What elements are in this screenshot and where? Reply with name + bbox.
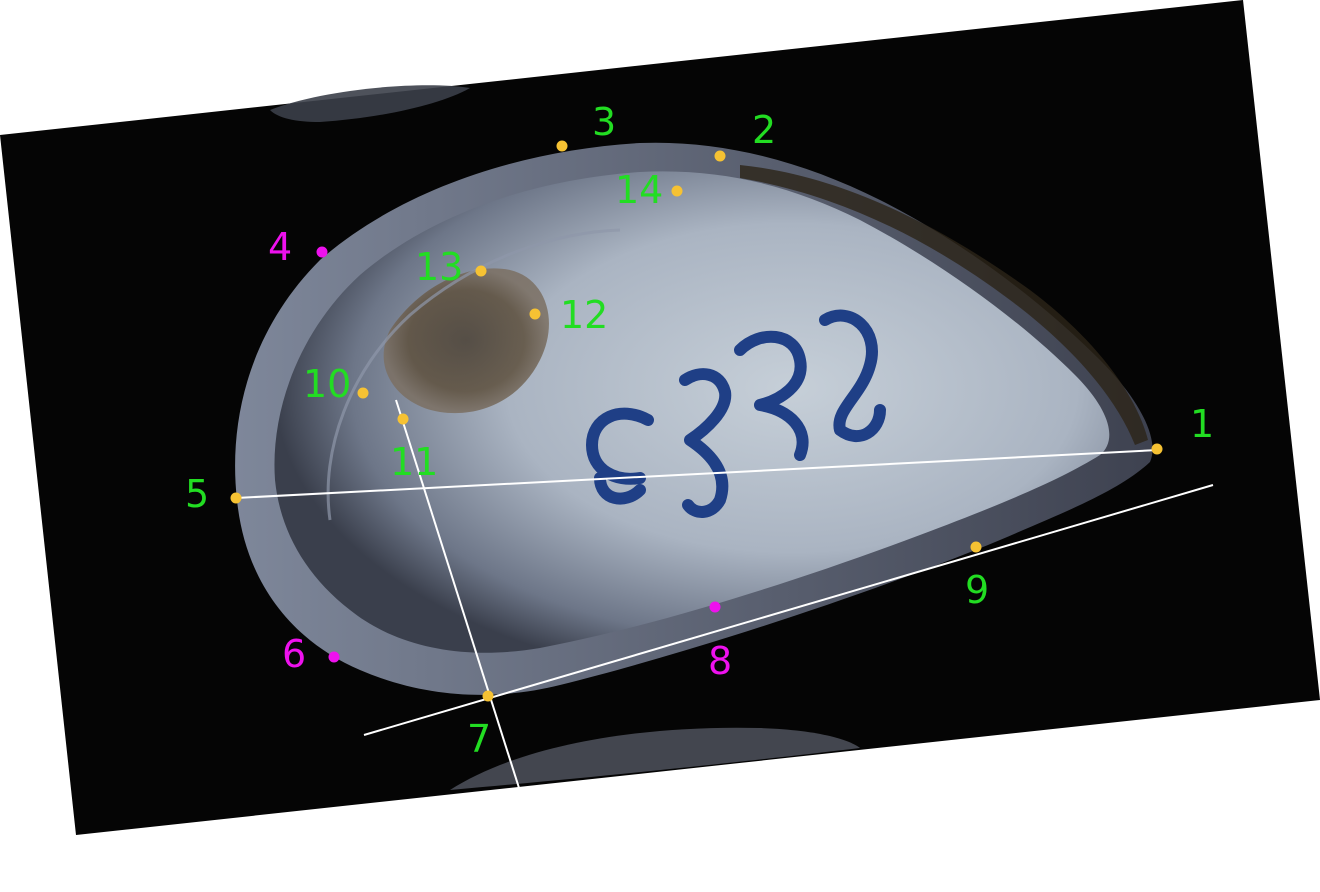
pallial-line — [326, 228, 621, 521]
landmark-point-11 — [397, 413, 409, 425]
landmark-point-7 — [482, 690, 494, 702]
landmark-point-10 — [357, 387, 369, 399]
landmark-label-8: 8 — [708, 639, 732, 683]
landmark-dots — [230, 140, 1163, 702]
handwritten-specimen-code — [586, 309, 886, 518]
landmark-point-8 — [709, 601, 721, 613]
landmark-label-3: 3 — [592, 100, 616, 144]
landmark-label-5: 5 — [185, 472, 209, 516]
landmark-label-1: 1 — [1190, 402, 1214, 446]
landmark-label-4: 4 — [268, 225, 292, 269]
neighbor-shell-top — [270, 85, 470, 122]
landmark-point-2 — [714, 150, 726, 162]
landmark-label-7: 7 — [467, 717, 491, 761]
landmark-point-9 — [970, 541, 982, 553]
neighbor-shell-bottom — [450, 727, 860, 790]
guide-line-height — [395, 399, 553, 892]
landmark-point-14 — [671, 185, 683, 197]
guide-line-length — [235, 449, 1159, 499]
landmark-label-6: 6 — [282, 632, 306, 676]
landmark-point-12 — [529, 308, 541, 320]
landmark-label-13: 13 — [415, 245, 463, 289]
landmark-label-12: 12 — [560, 293, 608, 337]
guide-line-ventral-tangent — [363, 484, 1214, 736]
landmark-label-11: 11 — [390, 440, 438, 484]
landmark-label-10: 10 — [303, 362, 351, 406]
landmark-point-3 — [556, 140, 568, 152]
landmark-label-14: 14 — [615, 168, 663, 212]
landmark-label-2: 2 — [752, 108, 776, 152]
landmark-point-4 — [316, 246, 328, 258]
landmark-point-1 — [1151, 443, 1163, 455]
landmark-label-9: 9 — [965, 568, 989, 612]
landmark-point-6 — [328, 651, 340, 663]
landmark-point-13 — [475, 265, 487, 277]
landmark-point-5 — [230, 492, 242, 504]
